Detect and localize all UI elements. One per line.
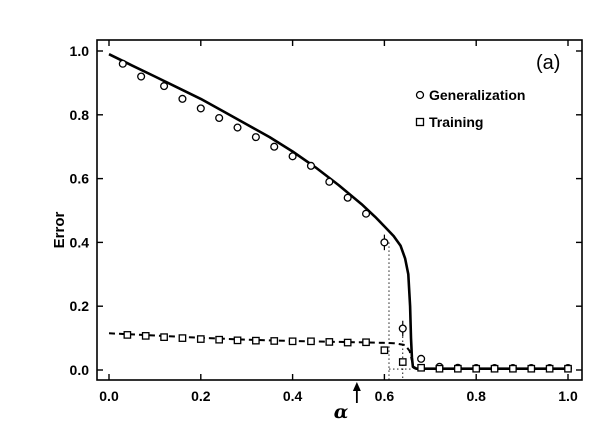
training-point	[160, 333, 168, 341]
generalization-point	[306, 161, 316, 170]
training-point	[380, 346, 389, 355]
y-tick-label: 0.0	[70, 362, 90, 378]
generalization-point	[118, 59, 127, 68]
arrow-head	[352, 382, 361, 391]
training-point	[417, 363, 425, 372]
x-tick-label: 0.4	[283, 388, 303, 404]
generalization-point	[325, 177, 334, 186]
training-point	[252, 336, 260, 345]
training-point	[343, 338, 352, 347]
y-tick-label: 0.2	[70, 298, 90, 314]
training-point	[123, 331, 132, 339]
y-tick-label: 0.6	[70, 171, 90, 187]
generalization-point	[398, 324, 407, 333]
x-tick-label: 1.0	[558, 388, 578, 404]
training-point	[435, 364, 444, 373]
generalization-point	[178, 94, 187, 103]
training-point	[141, 332, 150, 340]
x-tick-label: 0.0	[99, 388, 119, 404]
y-axis-ticks: 0.0 0.2 0.4 0.6 0.8 1.0	[70, 43, 582, 378]
training-theory-curve	[108, 332, 568, 370]
training-point	[472, 364, 481, 373]
x-axis-ticks: 0.0 0.2 0.4 0.6 0.8 1.0	[99, 40, 578, 404]
x-axis-label: α	[334, 401, 349, 423]
training-point	[362, 338, 370, 347]
generalization-point	[417, 354, 426, 363]
theory-curves	[108, 53, 568, 370]
transition-lines	[388, 242, 412, 380]
critical-alpha-arrow	[352, 382, 361, 403]
y-tick-label: 1.0	[70, 43, 90, 59]
training-point	[215, 335, 224, 344]
data-markers	[118, 59, 573, 373]
x-tick-label: 0.2	[191, 388, 211, 404]
y-axis-label: Error	[51, 212, 68, 249]
y-tick-label: 0.4	[70, 234, 90, 250]
training-point	[564, 364, 572, 373]
training-point	[509, 364, 517, 373]
training-point	[196, 335, 205, 343]
generalization-point	[270, 142, 279, 151]
generalization-point	[160, 82, 169, 91]
plot-border	[96, 39, 583, 381]
training-point	[307, 337, 315, 346]
training-point	[398, 358, 407, 366]
training-point	[545, 364, 554, 373]
generalization-point	[215, 113, 224, 123]
training-point	[453, 364, 462, 373]
legend: Generalization Training	[415, 87, 525, 130]
training-point	[270, 337, 279, 345]
generalization-point	[251, 133, 260, 142]
generalization-point	[343, 193, 352, 202]
y-tick-label: 0.8	[70, 107, 90, 123]
generalization-point	[288, 152, 297, 161]
x-tick-label: 0.6	[375, 388, 395, 404]
training-point	[288, 337, 297, 346]
legend-generalization-marker	[415, 90, 425, 100]
x-tick-label: 0.8	[466, 388, 486, 404]
panel-label: (a)	[536, 52, 560, 74]
training-point	[233, 336, 242, 345]
training-point	[527, 364, 536, 373]
generalization-point	[233, 123, 242, 132]
legend-generalization-label: Generalization	[429, 87, 525, 103]
legend-training-label: Training	[429, 114, 483, 130]
plot-frame	[96, 39, 583, 381]
generalization-point	[137, 72, 146, 81]
generalization-point	[196, 104, 205, 113]
generalization-point	[380, 238, 389, 247]
generalization-point	[361, 209, 371, 218]
training-point	[178, 334, 187, 342]
training-point	[490, 364, 499, 373]
legend-training-marker	[415, 117, 425, 127]
training-point	[325, 338, 334, 346]
